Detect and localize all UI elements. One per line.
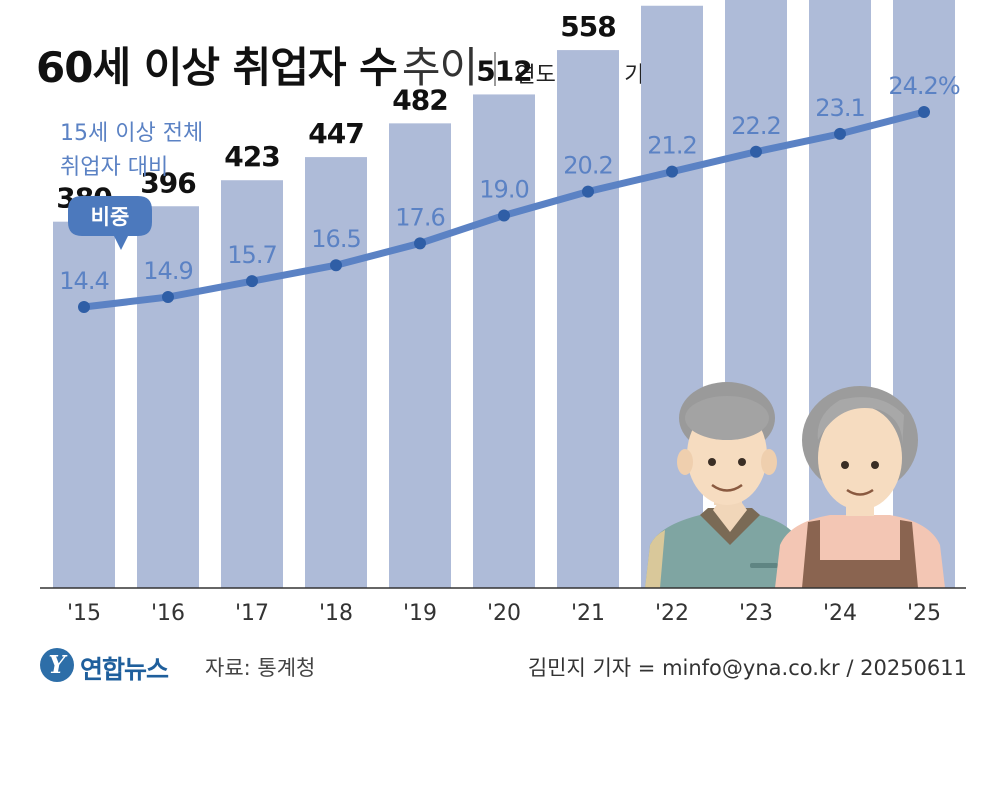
bar-'25 xyxy=(893,0,955,588)
trend-point-'17 xyxy=(246,275,258,288)
legend-line-label-1: 15세 이상 전체 xyxy=(60,121,203,146)
x-tick-label-1: '16 xyxy=(151,601,185,626)
trend-point-'25 xyxy=(918,105,930,118)
x-tick-label-8: '23 xyxy=(739,601,773,626)
x-tick-label-4: '19 xyxy=(403,601,437,626)
elderly-couple-illustration xyxy=(645,382,945,588)
trend-value-label-'22: 21.2 xyxy=(647,132,696,160)
x-tick-label-0: '15 xyxy=(67,601,101,626)
bar-'16 xyxy=(137,206,199,589)
trend-value-label-'25: 24.2% xyxy=(888,72,959,100)
trend-value-label-'24: 23.1 xyxy=(815,94,864,122)
trend-point-'20 xyxy=(498,209,510,222)
legend-line-label-2: 취업자 대비 xyxy=(60,155,168,180)
trend-value-label-'17: 15.7 xyxy=(227,241,276,269)
bar-'21 xyxy=(557,50,619,588)
title-main: 60세 이상 취업자 수 xyxy=(36,43,398,92)
trend-point-'16 xyxy=(162,291,174,304)
x-tick-label-5: '20 xyxy=(487,601,521,626)
bar-value-label-'17: 423 xyxy=(224,140,279,173)
title-light: 추이 xyxy=(401,43,478,92)
trend-point-'19 xyxy=(414,237,426,250)
bar-'15 xyxy=(53,221,115,588)
trend-value-label-'23: 22.2 xyxy=(731,112,780,140)
x-tick-label-6: '21 xyxy=(571,601,605,626)
trend-line-group: 14.4 14.9 15.7 16.5 17.6 19.0 20.2 21.2 22.2 23.1… xyxy=(59,72,961,313)
bar-value-label-'21: 558 xyxy=(560,10,615,43)
trend-point-'22 xyxy=(666,165,678,178)
trend-value-label-'15: 14.4 xyxy=(59,267,108,295)
bars-group xyxy=(53,0,955,589)
trend-value-label-'19: 17.6 xyxy=(395,203,444,231)
footer-source: 자료: 통계청 xyxy=(205,656,316,680)
bar-value-labels: 380396423447482512558604641668705만 명 xyxy=(56,10,616,215)
bar-'18 xyxy=(305,157,367,589)
footer-credit: 김민지 기자 = minfo@yna.co.kr / 20250611 xyxy=(527,656,967,680)
trend-point-'15 xyxy=(78,301,90,313)
x-tick-label-10: '25 xyxy=(907,601,941,626)
bar-'20 xyxy=(473,94,535,588)
legend-group: 15세 이상 전체 취업자 대비 비중 xyxy=(60,121,203,250)
trend-value-label-'18: 16.5 xyxy=(311,225,360,253)
title-separator xyxy=(494,52,497,86)
bar-'17 xyxy=(221,180,283,588)
bar-value-label-'19: 482 xyxy=(392,83,447,116)
x-tick-label-7: '22 xyxy=(655,601,689,626)
yonhap-logo-icon: Y xyxy=(40,648,74,682)
bar-value-label-'16: 396 xyxy=(140,166,195,199)
x-tick-label-3: '18 xyxy=(319,601,353,626)
elderly-woman-figure xyxy=(775,386,945,588)
legend-badge-label: 비중 xyxy=(91,205,130,229)
trend-value-label-'16: 14.9 xyxy=(143,257,192,285)
footer-brand: 연합뉴스 xyxy=(80,655,169,684)
trend-point-'23 xyxy=(750,145,762,158)
bar-value-label-'20: 512 xyxy=(476,54,531,87)
trend-point-'18 xyxy=(330,259,342,272)
elderly-man-figure xyxy=(645,382,802,588)
bar-value-label-'18: 447 xyxy=(308,117,363,150)
bar-'19 xyxy=(389,123,451,589)
title-wrap: 60세 이상 취업자 수 추이 연도별 5월 기준 xyxy=(36,34,665,95)
x-tick-labels: '15 '16 '17 '18 '19 '20 '21 '22 '23 '24 '25 xyxy=(67,601,941,626)
legend-badge-bubble xyxy=(68,196,152,250)
bar-'22 xyxy=(641,5,703,588)
trend-value-label-'20: 19.0 xyxy=(479,175,528,203)
trend-point-'21 xyxy=(582,185,594,198)
trend-point-'24 xyxy=(834,127,846,140)
x-tick-label-9: '24 xyxy=(823,601,857,626)
trend-value-label-'21: 20.2 xyxy=(563,152,612,180)
x-tick-label-2: '17 xyxy=(235,601,269,626)
